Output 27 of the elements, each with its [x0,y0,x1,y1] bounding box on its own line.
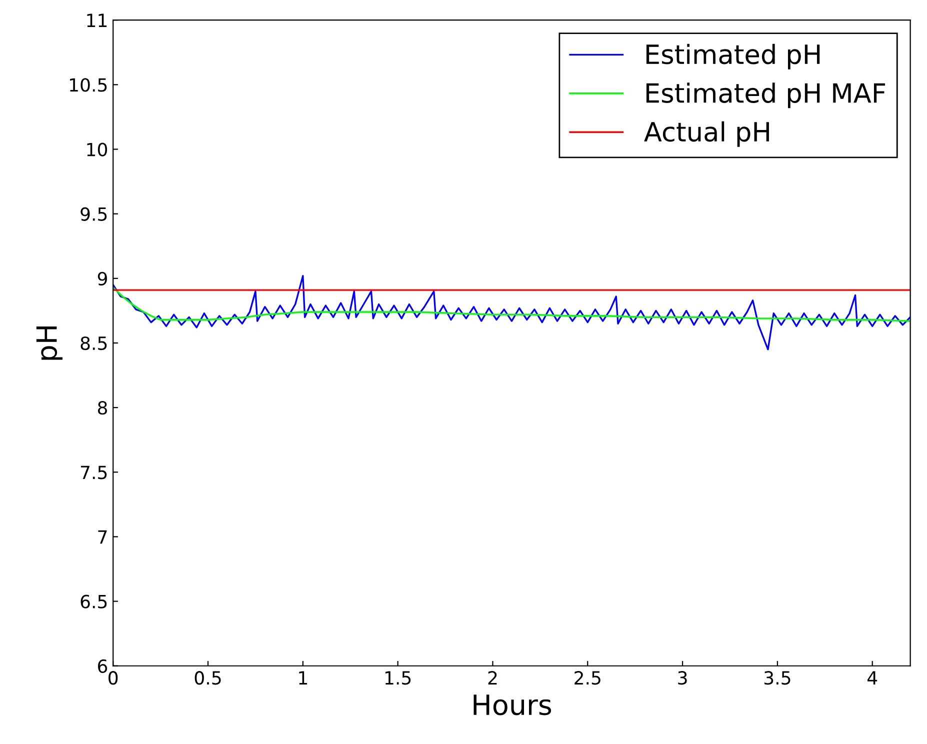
y-tick-label: 6.5 [80,594,107,608]
legend-label: Estimated pH [646,44,820,70]
y-tick-label: 8.5 [80,336,107,350]
y-tick-label: 10.5 [70,78,107,92]
y-tick-label: 9.5 [80,207,107,221]
y-axis-title: pH [36,326,62,360]
x-tick-label: 0.5 [194,671,221,685]
line-series [113,274,910,350]
y-tick-label: 9 [98,272,107,286]
line-series [113,286,910,322]
x-axis-title: Hours [474,694,552,716]
y-tick-label: 7 [98,530,107,544]
x-tick-label: 2 [488,671,497,684]
y-tick-label: 11 [87,14,107,27]
y-tick-label: 7.5 [81,466,107,480]
x-tick-label: 3.5 [764,671,790,685]
x-tick-label: 0 [108,671,118,685]
y-tick-label: 6 [98,659,108,673]
x-tick-label: 4 [867,671,878,684]
y-tick-label: 10 [87,142,108,156]
legend-label: Actual pH [644,121,769,147]
y-tick-label: 8 [98,401,107,415]
legend-label: Estimated pH MAF [646,82,886,108]
x-tick-label: 2.5 [574,671,600,685]
x-tick-label: 1.5 [385,671,411,685]
x-tick-label: 3 [678,671,687,685]
x-tick-label: 1 [299,671,307,684]
